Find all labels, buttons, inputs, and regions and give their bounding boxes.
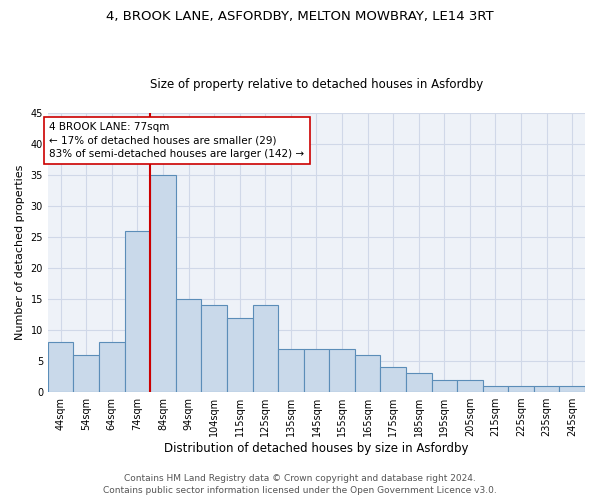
Bar	[559, 386, 585, 392]
Bar	[125, 231, 150, 392]
Bar	[99, 342, 125, 392]
Bar	[176, 299, 202, 392]
Bar	[534, 386, 559, 392]
Bar	[73, 355, 99, 392]
Title: Size of property relative to detached houses in Asfordby: Size of property relative to detached ho…	[150, 78, 483, 91]
Bar	[278, 348, 304, 392]
Bar	[304, 348, 329, 392]
Y-axis label: Number of detached properties: Number of detached properties	[15, 165, 25, 340]
Text: Contains HM Land Registry data © Crown copyright and database right 2024.
Contai: Contains HM Land Registry data © Crown c…	[103, 474, 497, 495]
Bar	[48, 342, 73, 392]
Bar	[329, 348, 355, 392]
Bar	[482, 386, 508, 392]
Bar	[202, 306, 227, 392]
Text: 4, BROOK LANE, ASFORDBY, MELTON MOWBRAY, LE14 3RT: 4, BROOK LANE, ASFORDBY, MELTON MOWBRAY,…	[106, 10, 494, 23]
Bar	[253, 306, 278, 392]
Bar	[457, 380, 482, 392]
Text: 4 BROOK LANE: 77sqm
← 17% of detached houses are smaller (29)
83% of semi-detach: 4 BROOK LANE: 77sqm ← 17% of detached ho…	[49, 122, 304, 158]
X-axis label: Distribution of detached houses by size in Asfordby: Distribution of detached houses by size …	[164, 442, 469, 455]
Bar	[406, 374, 431, 392]
Bar	[431, 380, 457, 392]
Bar	[227, 318, 253, 392]
Bar	[355, 355, 380, 392]
Bar	[508, 386, 534, 392]
Bar	[150, 175, 176, 392]
Bar	[380, 368, 406, 392]
